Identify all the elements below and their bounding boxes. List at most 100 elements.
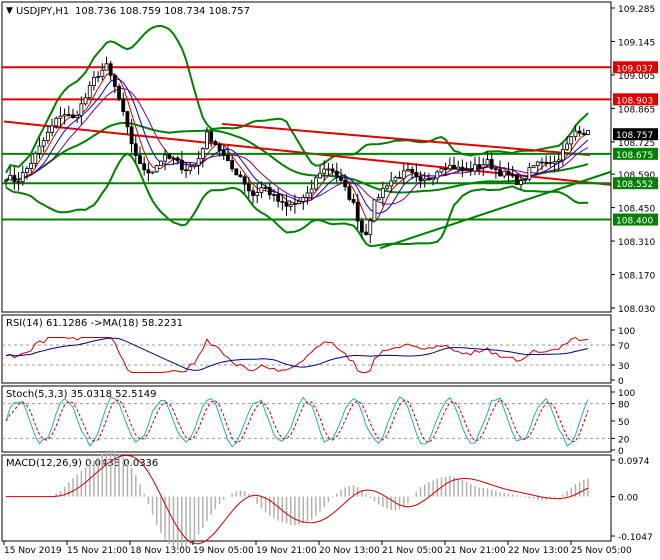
y-tick-label: 108.590 [618, 171, 655, 181]
candle-body [242, 176, 247, 185]
candle-body [171, 157, 176, 160]
candle-body [305, 192, 310, 198]
candle-body [519, 180, 523, 185]
candle-body [556, 159, 561, 163]
candle-body [108, 63, 113, 76]
candle-body [426, 178, 431, 181]
y-tick-label: 109.005 [618, 72, 655, 82]
candle-body [125, 111, 130, 128]
candle-body [92, 76, 96, 86]
stoch-main-line [5, 396, 589, 448]
candle-body [179, 159, 184, 171]
macd-tick-label: -0.1047 [618, 533, 653, 543]
candle-body [12, 174, 17, 183]
candle-body [259, 187, 264, 193]
candle-body [83, 97, 88, 105]
y-tick-label: 108.030 [618, 305, 655, 315]
candle-body [146, 169, 151, 174]
stoch-signal-line [5, 398, 589, 444]
candle-body [485, 159, 490, 166]
header-ohlc: 108.736 108.759 108.734 108.757 [75, 6, 250, 17]
rsi-tick-label: 30 [618, 362, 630, 372]
candles [4, 56, 590, 244]
candle-body [309, 188, 314, 194]
candle-body [267, 187, 272, 196]
macd-signal-line [6, 454, 589, 545]
candle-body [481, 164, 486, 168]
candle-body [167, 154, 172, 159]
candle-body [58, 115, 63, 119]
candle-body [397, 176, 402, 179]
candle-body [200, 148, 205, 160]
candle-body [322, 168, 327, 174]
candle-body [230, 160, 235, 170]
stoch-tick-label: 20 [618, 435, 630, 445]
candle-body [385, 185, 389, 189]
candle-body [276, 194, 281, 202]
candle-body [473, 164, 477, 172]
candle-body [251, 190, 255, 196]
candle-body [343, 179, 348, 188]
candle-body [502, 170, 507, 177]
candle-body [175, 157, 180, 161]
y-tick-label: 109.145 [618, 38, 655, 48]
candle-body [364, 231, 368, 235]
candle-body [29, 163, 34, 169]
x-tick-label: 19 Nov 21:00 [256, 546, 317, 556]
macd-tick-label: 0.0974 [618, 457, 650, 467]
candle-body [422, 178, 427, 181]
candle-body [418, 176, 423, 181]
candle-body [112, 74, 117, 87]
candle-body [226, 154, 230, 162]
candle-body [37, 145, 42, 154]
candle-body [535, 161, 540, 166]
macd-histogram [55, 449, 589, 549]
candle-body [4, 179, 8, 182]
candle-body [188, 166, 193, 171]
candle-body [100, 69, 105, 78]
candle-body [50, 125, 54, 133]
candle-body [443, 168, 448, 171]
candle-body [25, 168, 29, 173]
x-tick-label: 18 Nov 13:00 [130, 546, 191, 556]
level-label: 108.903 [616, 96, 653, 106]
candle-body [217, 144, 222, 151]
candle-body [393, 176, 398, 182]
rsi-line [5, 336, 589, 373]
candle-body [104, 63, 109, 71]
header-arrow[interactable]: ▼ [6, 6, 13, 16]
candle-body [41, 140, 46, 147]
candle-body [493, 168, 498, 171]
stoch-tick-label: 80 [618, 401, 630, 411]
x-tick-label: 21 Nov 05:00 [382, 546, 443, 556]
candle-body [205, 131, 209, 150]
candle-body [71, 114, 75, 119]
header-symbol: USDJPY,H1 [16, 6, 69, 17]
candle-body [351, 199, 356, 203]
candle-body [184, 169, 188, 172]
rsi-tick-label: 0 [618, 377, 624, 387]
candle-body [330, 168, 335, 172]
macd-tick-label: 0.00 [618, 494, 638, 504]
ma-slow [5, 87, 589, 205]
candle-body [246, 183, 251, 192]
level-label-bg [613, 147, 658, 160]
candle-body [514, 175, 519, 185]
candle-body [66, 114, 71, 116]
candle-body [540, 161, 544, 164]
candle-body [196, 158, 201, 166]
candle-body [54, 117, 59, 127]
stoch-tick-label: 0 [618, 447, 624, 457]
candle-body [129, 126, 134, 145]
candle-body [376, 197, 381, 201]
candle-body [339, 176, 343, 181]
candle-body [523, 179, 528, 181]
red-trendline-2 [221, 122, 591, 157]
candle-body [87, 85, 92, 99]
candle-body [334, 170, 339, 178]
candle-body [121, 98, 126, 112]
y-tick-label: 108.725 [618, 139, 655, 149]
candle-body [573, 130, 578, 138]
candle-body [20, 172, 25, 183]
